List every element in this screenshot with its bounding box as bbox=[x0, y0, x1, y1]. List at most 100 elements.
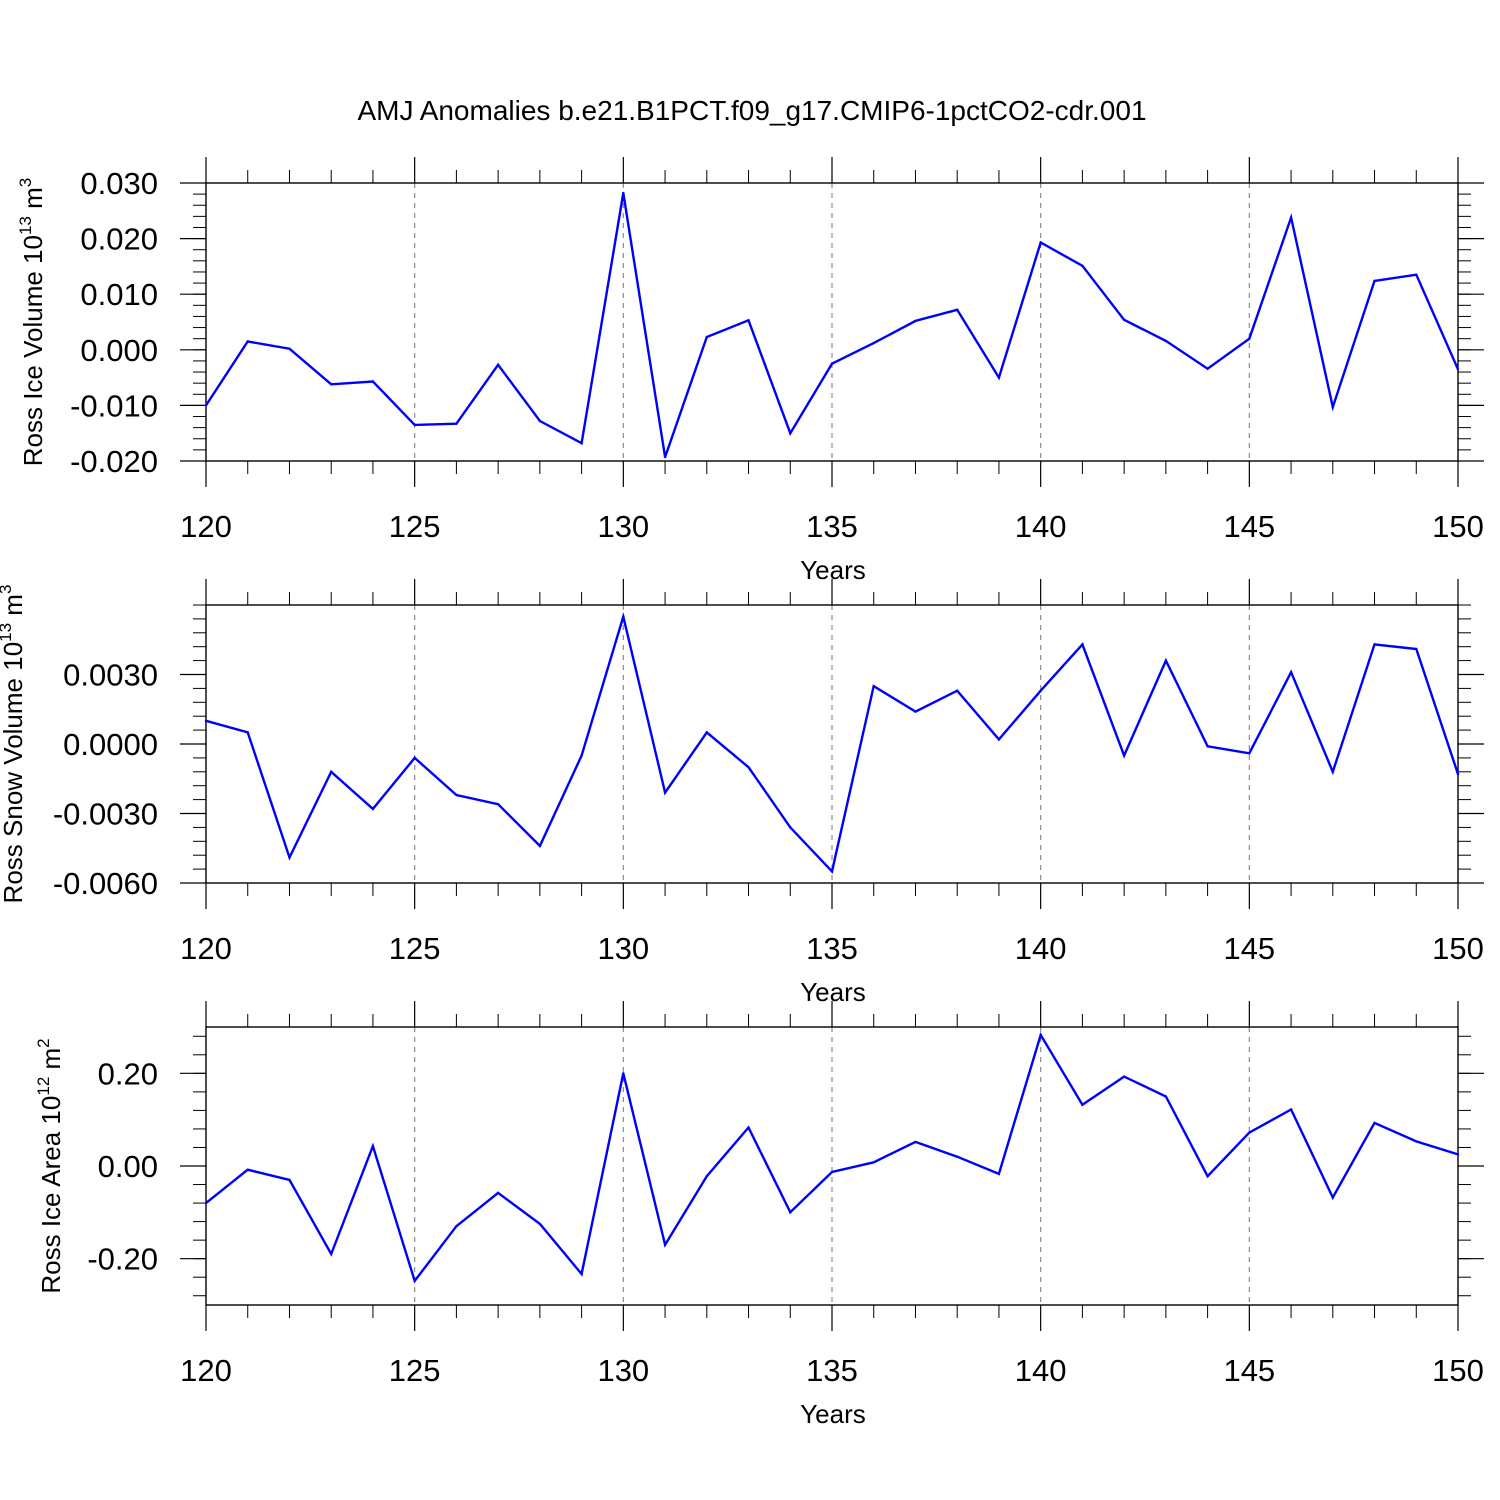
data-point bbox=[997, 1172, 1001, 1176]
data-point bbox=[705, 335, 708, 339]
data-point bbox=[789, 826, 792, 829]
data-point bbox=[1039, 689, 1042, 692]
data-point bbox=[1289, 216, 1293, 219]
panel-1: 0.030 0.020 0.010 0.000 -0.010 -0.020 120 125 13… bbox=[16, 157, 1484, 585]
data-point bbox=[914, 319, 917, 323]
data-point bbox=[1248, 752, 1251, 755]
data-point bbox=[1248, 1131, 1251, 1134]
data-point bbox=[830, 362, 834, 365]
data-point bbox=[663, 791, 667, 794]
data-point bbox=[830, 870, 834, 873]
y-axis-label: Ross Ice Area 1012 m2 bbox=[34, 1038, 66, 1293]
data-point bbox=[1206, 745, 1209, 748]
data-point bbox=[914, 1140, 917, 1144]
data-point bbox=[1081, 643, 1084, 646]
data-point bbox=[956, 308, 959, 311]
data-point bbox=[956, 689, 959, 692]
x-tick-label: 125 bbox=[389, 1353, 441, 1388]
data-point bbox=[872, 341, 875, 345]
y-axis-label-superscript: 13 bbox=[16, 216, 35, 235]
x-tick-label: 145 bbox=[1223, 1353, 1275, 1388]
y-axis-label: Ross Snow Volume 1013 m3 bbox=[0, 585, 28, 904]
data-point bbox=[1039, 1033, 1042, 1037]
data-point bbox=[1415, 647, 1418, 651]
data-point bbox=[288, 1178, 291, 1182]
data-point bbox=[371, 1144, 375, 1148]
y-tick-label: 0.20 bbox=[98, 1056, 158, 1091]
data-point bbox=[330, 1252, 333, 1256]
data-point bbox=[1415, 1140, 1418, 1143]
data-point bbox=[622, 615, 625, 618]
x-tick-label: 120 bbox=[180, 931, 232, 966]
y-axis-label-superscript: 2 bbox=[34, 1038, 53, 1047]
data-point bbox=[1122, 1075, 1126, 1078]
y-tick-label: -0.020 bbox=[70, 444, 158, 479]
data-point bbox=[1206, 1174, 1209, 1178]
y-tick-label: -0.010 bbox=[70, 388, 158, 423]
y-tick-label: 0.010 bbox=[80, 277, 158, 312]
data-point bbox=[1331, 770, 1335, 773]
x-axis-label: Years bbox=[800, 1399, 866, 1429]
y-tick-label: 0.0030 bbox=[63, 658, 158, 693]
data-point bbox=[204, 1201, 208, 1205]
data-point bbox=[1373, 1121, 1376, 1125]
data-point bbox=[330, 383, 333, 386]
data-point bbox=[371, 807, 375, 811]
data-point bbox=[830, 1170, 834, 1174]
x-tick-label: 120 bbox=[180, 509, 232, 544]
y-tick-label: 0.030 bbox=[80, 166, 158, 201]
data-point bbox=[496, 363, 500, 367]
y-axis-label-text: m bbox=[0, 594, 28, 623]
x-tick-label: 135 bbox=[806, 509, 858, 544]
data-point bbox=[413, 1279, 416, 1283]
x-tick-label: 135 bbox=[806, 1353, 858, 1388]
data-point bbox=[1122, 318, 1126, 321]
data-point bbox=[538, 419, 542, 423]
y-axis-label-text: m bbox=[36, 1048, 66, 1077]
data-point bbox=[1331, 405, 1335, 409]
data-point bbox=[1164, 659, 1168, 662]
data-point bbox=[1122, 754, 1126, 757]
y-axis-label-superscript: 3 bbox=[16, 178, 35, 187]
data-point bbox=[747, 1126, 750, 1129]
data-point bbox=[1289, 1108, 1293, 1111]
data-point bbox=[371, 380, 375, 383]
x-tick-label: 130 bbox=[597, 1353, 649, 1388]
x-axis-label: Years bbox=[800, 555, 866, 585]
data-point bbox=[580, 1272, 583, 1276]
data-point bbox=[1373, 643, 1376, 646]
data-point bbox=[705, 1174, 708, 1178]
data-point bbox=[455, 793, 458, 797]
x-tick-label: 145 bbox=[1223, 931, 1275, 966]
y-axis-label: Ross Ice Volume 1013 m3 bbox=[16, 178, 48, 467]
data-point bbox=[246, 1168, 249, 1171]
y-tick-label: 0.020 bbox=[80, 222, 158, 257]
data-point bbox=[455, 1225, 458, 1228]
data-point bbox=[1164, 1095, 1168, 1098]
data-point bbox=[580, 442, 583, 445]
data-point bbox=[872, 1161, 875, 1164]
x-tick-label: 140 bbox=[1015, 1353, 1067, 1388]
data-point bbox=[956, 1155, 959, 1158]
y-axis-label-superscript: 3 bbox=[0, 585, 15, 594]
data-point bbox=[330, 770, 333, 773]
y-tick-label: 0.00 bbox=[98, 1149, 158, 1184]
data-point bbox=[872, 684, 875, 688]
data-point bbox=[288, 347, 291, 350]
y-tick-label: 0.0000 bbox=[63, 727, 158, 762]
data-point bbox=[580, 754, 583, 757]
y-tick-label: -0.0030 bbox=[53, 797, 158, 832]
y-axis-label-superscript: 13 bbox=[0, 623, 15, 642]
data-point bbox=[1456, 1153, 1460, 1156]
data-point bbox=[1164, 339, 1168, 343]
data-point bbox=[1331, 1196, 1335, 1199]
series-line bbox=[205, 611, 1460, 874]
data-point bbox=[1081, 264, 1084, 268]
x-tick-label: 130 bbox=[597, 509, 649, 544]
x-axis-label: Years bbox=[800, 977, 866, 1007]
data-point bbox=[1206, 367, 1209, 370]
x-tick-label: 120 bbox=[180, 1353, 232, 1388]
data-point bbox=[914, 710, 917, 713]
data-point bbox=[538, 1222, 542, 1226]
data-point bbox=[663, 1243, 667, 1246]
